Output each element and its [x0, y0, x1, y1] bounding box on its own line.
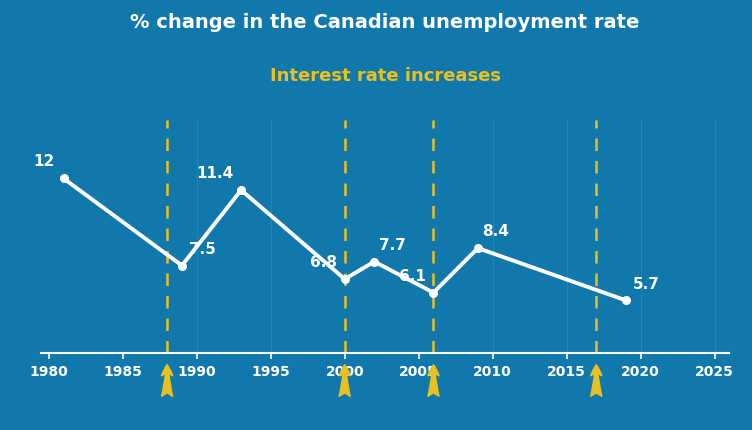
- Text: 12: 12: [33, 154, 55, 169]
- Text: 7.5: 7.5: [190, 242, 217, 257]
- Text: 6.8: 6.8: [311, 255, 338, 270]
- Text: 11.4: 11.4: [196, 166, 234, 181]
- Text: % change in the Canadian unemployment rate: % change in the Canadian unemployment ra…: [130, 13, 640, 32]
- Text: 7.7: 7.7: [379, 238, 405, 253]
- Text: Interest rate increases: Interest rate increases: [269, 67, 501, 85]
- Text: 6.1: 6.1: [399, 269, 426, 284]
- Text: 5.7: 5.7: [633, 276, 660, 292]
- Text: 8.4: 8.4: [482, 224, 509, 240]
